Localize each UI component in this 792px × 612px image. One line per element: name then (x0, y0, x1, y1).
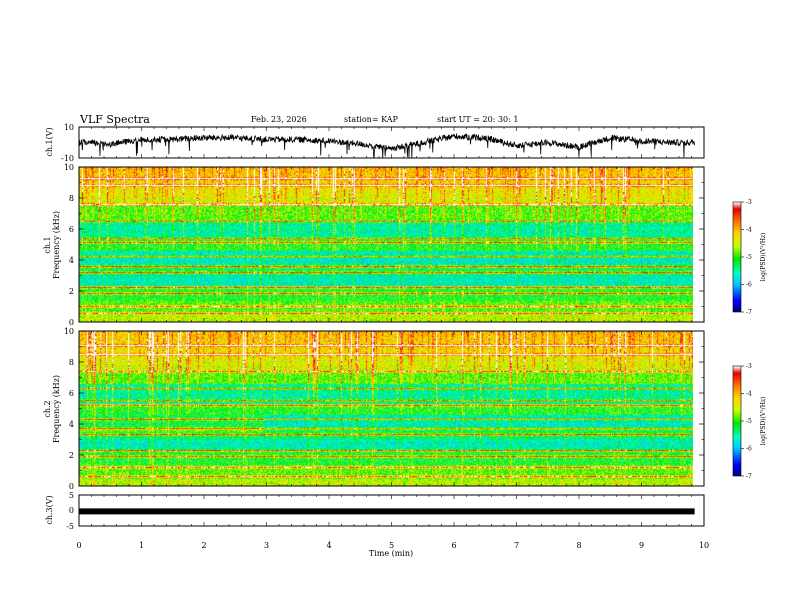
ch2-frequency-label: Frequency (kHz) (52, 375, 61, 443)
ch1-ylabel: ch.1(V) (45, 127, 54, 156)
ch1-colorbar-tick-label: -6 (746, 282, 752, 289)
ch1-freq-ytick-label: 4 (69, 256, 74, 265)
ch2-colorbar-tick-label: -5 (746, 418, 752, 425)
ch1-colorbar-tick-label: -5 (746, 254, 752, 261)
ch2-spectrogram-image (79, 331, 693, 486)
ch1-spectrogram-ylabel: ch.1 (43, 236, 52, 253)
figure-title: VLF Spectra (79, 113, 150, 126)
ch1-ytick-top: 10 (64, 123, 74, 132)
ch2-freq-ytick-label: 2 (69, 451, 74, 460)
ch2-spectrogram-ylabel: ch.2 (43, 400, 52, 417)
start-time-label: start UT = 20: 30: 1 (437, 115, 518, 124)
ch1-spectrogram-image (79, 167, 693, 322)
ch2-colorbar-tick-label: -3 (746, 363, 752, 370)
time-axis-label: Time (min) (369, 549, 413, 558)
ch2-freq-ytick-label: 4 (69, 420, 74, 429)
ch2-freq-ytick-label: 8 (69, 358, 74, 367)
ch1-colorbar-tick-label: -4 (746, 227, 752, 234)
ch3-ylabel: ch.3(V) (45, 495, 54, 524)
ch1-trace-line (78, 133, 696, 159)
time-tick-label: 1 (139, 541, 144, 550)
time-tick-label: 3 (264, 541, 269, 550)
time-tick-label: 9 (639, 541, 644, 550)
ch3-ytick-5: 5 (69, 491, 74, 500)
ch1-freq-ytick-label: 0 (69, 318, 74, 327)
time-tick-label: 5 (389, 541, 394, 550)
time-axis-ticks (78, 127, 705, 526)
time-tick-label: 4 (326, 541, 331, 550)
ch1-spectrogram-image-wrap (79, 167, 693, 322)
time-axis-tick-labels: 0 1 2 3 4 5 6 7 8 9 10 (76, 541, 709, 550)
ch2-freq-ytick-label: 0 (69, 482, 74, 491)
ch1-freq-ytick-label: 6 (69, 225, 74, 234)
ch1-freq-ytick-label: 10 (64, 163, 74, 172)
ch1-colorbar-tick-label: -7 (746, 309, 752, 316)
ch2-colorbar-tick-label: -6 (746, 446, 752, 453)
ch1-frequency-label: Frequency (kHz) (52, 211, 61, 279)
ch3-ytick-neg5: -5 (66, 522, 74, 531)
ch1-waveform-panel: 10 -10 ch.1(V) (45, 123, 705, 163)
ch1-freq-ytick-label: 2 (69, 287, 74, 296)
station-label: station= KAP (344, 115, 399, 124)
time-tick-label: 0 (76, 541, 81, 550)
time-tick-label: 2 (201, 541, 206, 550)
time-tick-label: 6 (451, 541, 456, 550)
ch2-freq-ytick-label: 10 (64, 327, 74, 336)
ch1-freq-ytick-label: 8 (69, 194, 74, 203)
figure-header: VLF Spectra Feb. 23, 2026 station= KAP s… (79, 113, 518, 126)
ch1-colorbar-wrap (733, 202, 741, 312)
ch2-spectrogram-image-wrap (79, 331, 693, 486)
ch2-freq-ytick-label: 6 (69, 389, 74, 398)
ch1-panel-bg (79, 127, 704, 158)
ch2-colorbar-wrap (733, 366, 741, 476)
ch1-colorbar-tick-label: -3 (746, 199, 752, 206)
ch2-colorbar-tick-label: -4 (746, 391, 752, 398)
ch3-trace-line (79, 508, 695, 515)
time-tick-label: 10 (699, 541, 709, 550)
ch3-ytick-0: 0 (69, 506, 74, 515)
ch1-colorbar (733, 202, 741, 312)
ch3-waveform-panel: 5 0 -5 ch.3(V) (45, 491, 705, 531)
ch2-colorbar-tick-label: -7 (746, 473, 752, 480)
ch1-ytick-bottom: -10 (61, 154, 74, 163)
ch1-colorbar-label: log(PSD)(V²/Hz) (760, 233, 767, 282)
ch2-colorbar-label: log(PSD)(V²/Hz) (760, 397, 767, 446)
time-tick-label: 8 (576, 541, 581, 550)
time-tick-label: 7 (514, 541, 519, 550)
ch2-colorbar (733, 366, 741, 476)
date-label: Feb. 23, 2026 (251, 115, 307, 124)
